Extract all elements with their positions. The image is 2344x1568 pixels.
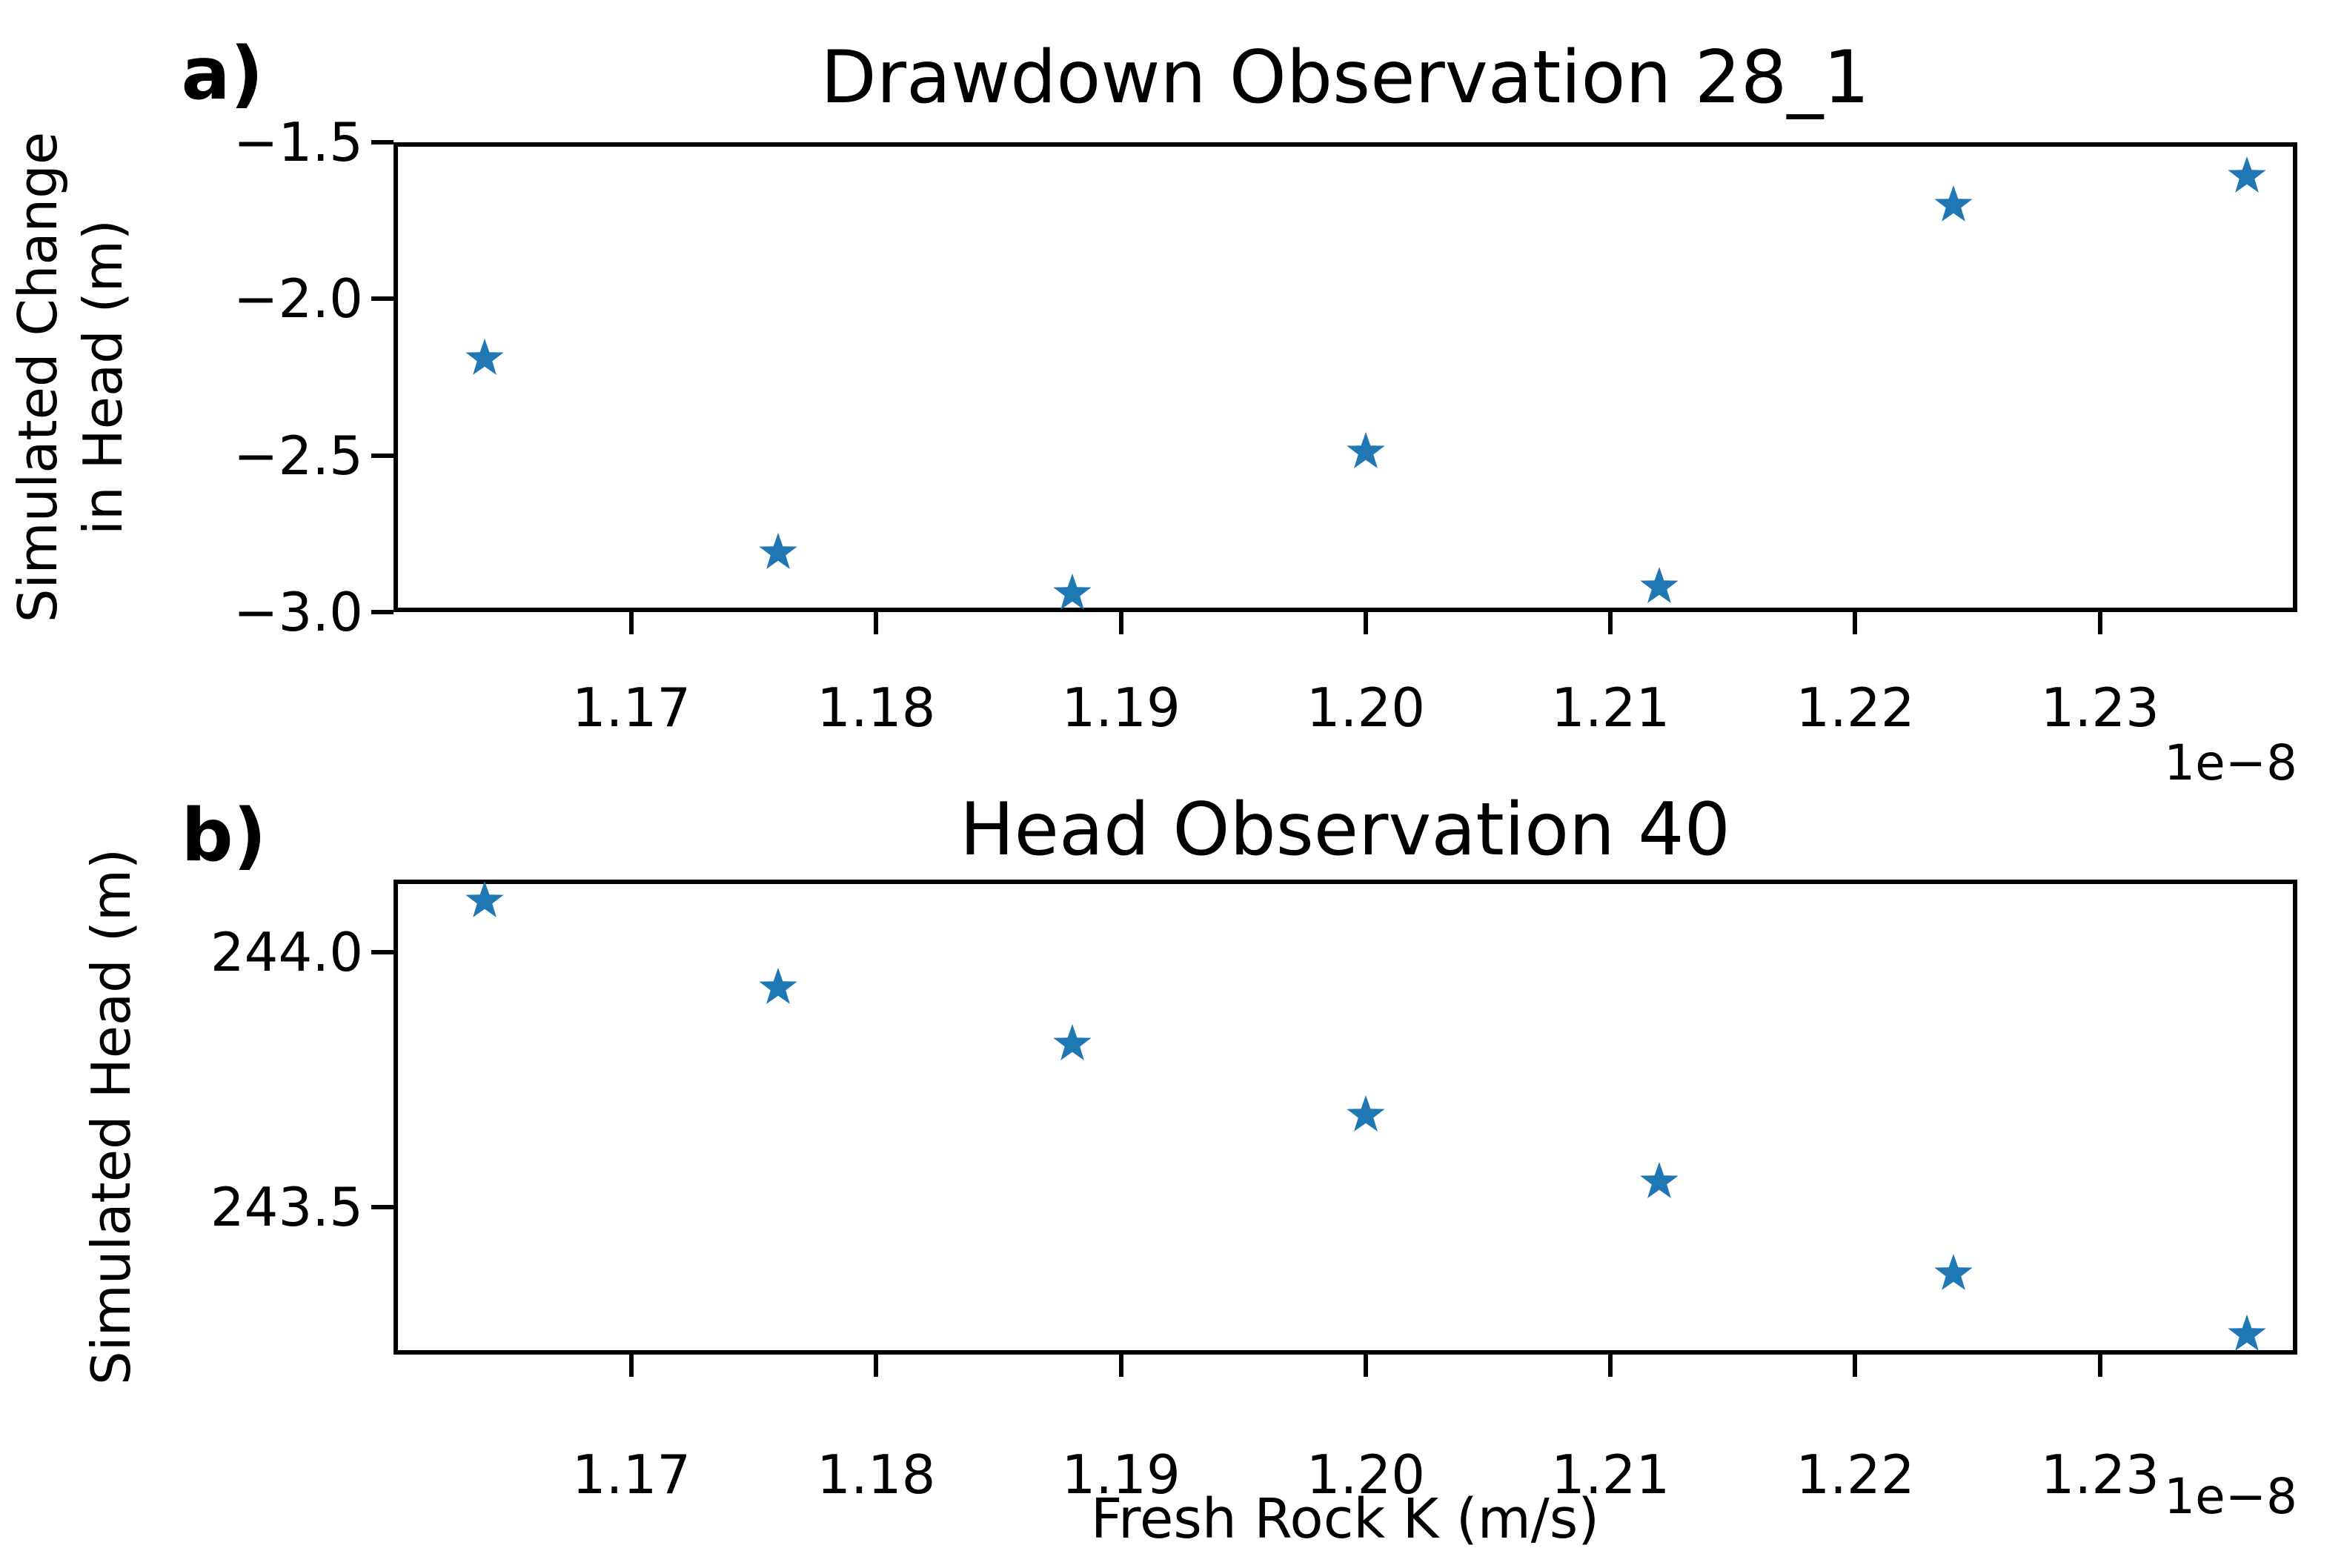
data-point-star xyxy=(462,336,507,381)
panel-a-x-offset-text: 1e−8 xyxy=(2164,734,2297,791)
y-tick-label: −3.0 xyxy=(233,581,363,643)
x-tick-label: 1.21 xyxy=(1551,1444,1670,1506)
data-point-star xyxy=(2225,154,2269,199)
y-tick-mark xyxy=(371,949,394,954)
panel-a-axes-box xyxy=(394,142,2297,612)
panel-a-letter: a) xyxy=(181,32,264,116)
x-tick-mark xyxy=(1608,612,1613,634)
panel-b-title: Head Observation 40 xyxy=(959,788,1731,872)
x-tick-mark xyxy=(629,612,634,634)
panel-b-x-offset-text: 1e−8 xyxy=(2164,1468,2297,1525)
y-tick-mark xyxy=(371,140,394,144)
x-tick-label: 1.18 xyxy=(817,1444,936,1506)
panel-a-ylabel-line1: Simulated Change xyxy=(7,131,69,623)
y-tick-mark xyxy=(371,610,394,614)
x-tick-mark xyxy=(1363,612,1368,634)
x-axis-label: Fresh Rock K (m/s) xyxy=(1090,1487,1600,1551)
x-tick-label: 1.18 xyxy=(817,677,936,739)
x-tick-mark xyxy=(1853,1355,1858,1377)
y-tick-label: 244.0 xyxy=(210,920,363,983)
x-tick-mark xyxy=(2097,612,2102,634)
data-point-star xyxy=(1344,430,1388,474)
x-tick-mark xyxy=(2097,1355,2102,1377)
data-point-star xyxy=(1637,565,1681,609)
x-tick-mark xyxy=(1853,612,1858,634)
data-point-star xyxy=(756,531,800,575)
panel-a-ylabel-line2: in Head (m) xyxy=(72,219,134,536)
y-tick-label: −2.5 xyxy=(233,424,363,487)
y-tick-mark xyxy=(371,453,394,458)
x-tick-label: 1.17 xyxy=(571,677,691,739)
data-point-star xyxy=(462,879,507,923)
data-point-star xyxy=(1050,1022,1095,1066)
data-point-star xyxy=(1931,1252,1976,1296)
x-tick-label: 1.23 xyxy=(2040,1444,2159,1506)
panel-b-axes-box xyxy=(394,880,2297,1355)
y-tick-label: −2.0 xyxy=(233,268,363,330)
y-tick-label: 243.5 xyxy=(210,1176,363,1239)
x-tick-mark xyxy=(1118,612,1123,634)
x-tick-label: 1.23 xyxy=(2040,677,2159,739)
x-tick-label: 1.19 xyxy=(1061,1444,1181,1506)
panel-a-title: Drawdown Observation 28_1 xyxy=(820,36,1870,120)
data-point-star xyxy=(756,966,800,1010)
x-tick-label: 1.20 xyxy=(1306,677,1426,739)
x-tick-mark xyxy=(1608,1355,1613,1377)
x-tick-label: 1.21 xyxy=(1551,677,1670,739)
x-tick-mark xyxy=(874,1355,879,1377)
x-tick-mark xyxy=(629,1355,634,1377)
x-tick-label: 1.17 xyxy=(571,1444,691,1506)
data-point-star xyxy=(1931,183,1976,227)
x-tick-mark xyxy=(874,612,879,634)
panel-b-letter: b) xyxy=(181,794,267,878)
data-point-star xyxy=(2225,1312,2269,1357)
data-point-star xyxy=(1344,1093,1388,1137)
data-point-star xyxy=(1050,571,1095,616)
y-tick-mark xyxy=(371,296,394,302)
x-tick-mark xyxy=(1363,1355,1368,1377)
x-tick-label: 1.19 xyxy=(1061,677,1181,739)
x-tick-label: 1.22 xyxy=(1796,677,1915,739)
y-tick-label: −1.5 xyxy=(233,111,363,173)
x-tick-label: 1.20 xyxy=(1306,1444,1426,1506)
y-tick-mark xyxy=(371,1205,394,1210)
panel-a-ylabel: Simulated Change in Head (m) xyxy=(5,132,136,622)
x-tick-label: 1.22 xyxy=(1796,1444,1915,1506)
data-point-star xyxy=(1637,1160,1681,1204)
x-tick-mark xyxy=(1118,1355,1123,1377)
